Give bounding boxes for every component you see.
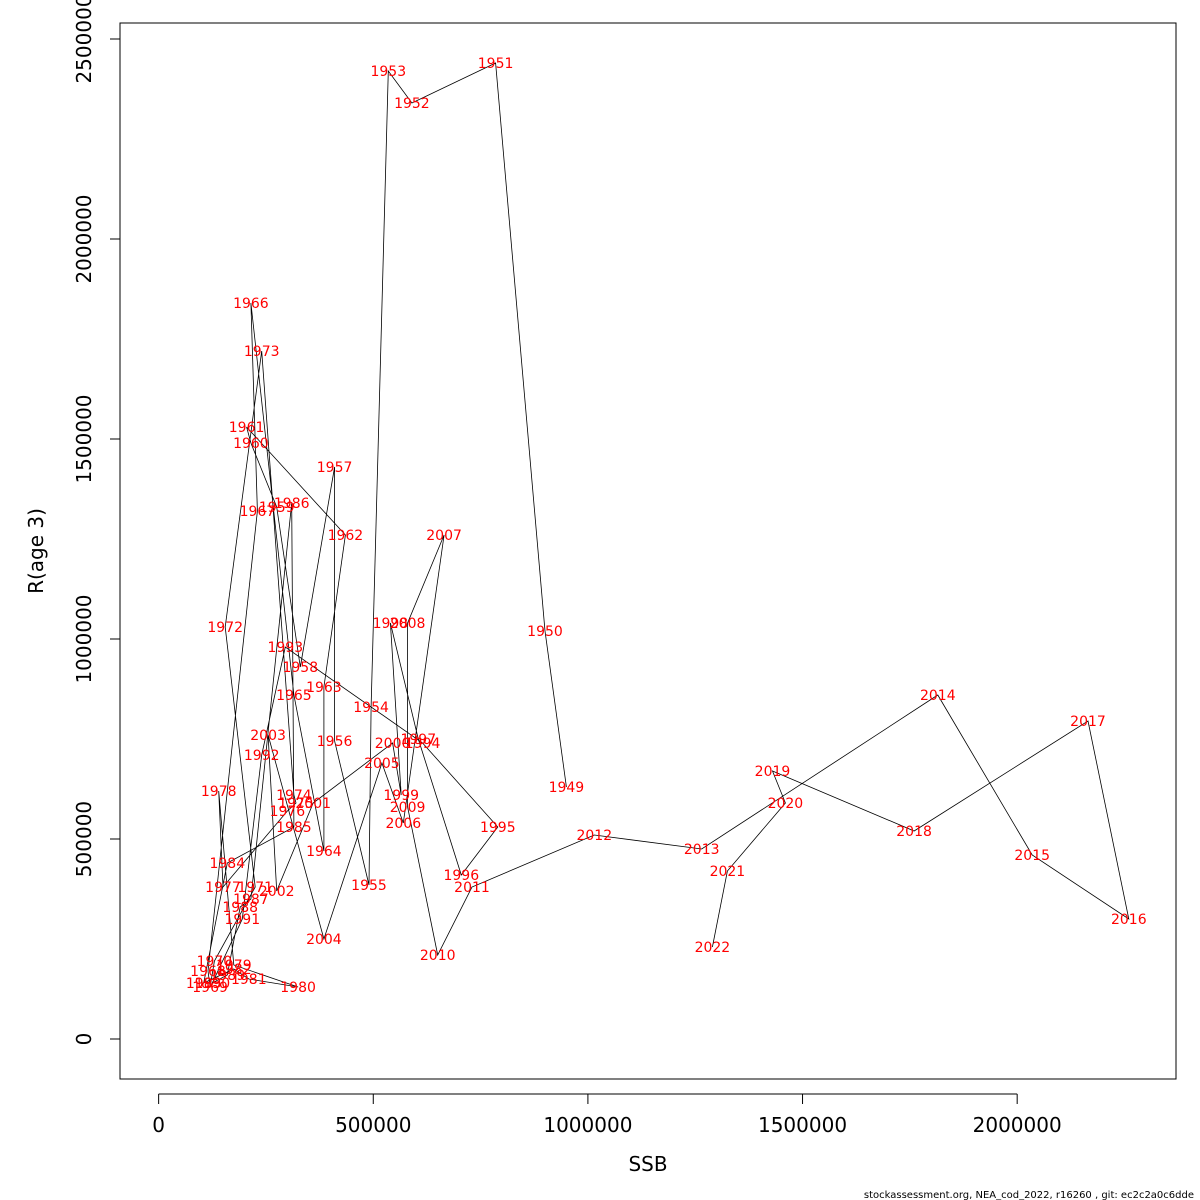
x-tick-label: 2000000 <box>973 1113 1062 1137</box>
year-label-1969: 1969 <box>192 980 228 996</box>
year-label-1962: 1962 <box>328 528 364 544</box>
year-label-2001: 2001 <box>295 796 331 812</box>
year-label-2014: 2014 <box>920 688 956 704</box>
year-label-1950: 1950 <box>527 624 563 640</box>
year-label-1990: 1990 <box>194 976 230 992</box>
year-label-2000: 2000 <box>375 736 411 752</box>
year-label-1996: 1996 <box>443 868 479 884</box>
series-line <box>203 62 1130 988</box>
year-label-1987: 1987 <box>233 892 269 908</box>
year-label-1999: 1999 <box>383 788 419 804</box>
year-label-1975: 1975 <box>278 796 314 812</box>
year-labels: 1949 1950 1951 1952 1953 1954 1955 1956 1957 1958… <box>186 56 1147 996</box>
x-tick-label: 1000000 <box>543 1113 632 1137</box>
year-label-1993: 1993 <box>267 640 303 656</box>
year-label-1953: 1953 <box>370 64 406 80</box>
y-tick-label: 500000 <box>72 801 96 877</box>
year-label-1973: 1973 <box>244 344 280 360</box>
x-axis: 0 500000 1000000 1500000 2000000 <box>152 1093 1062 1137</box>
year-label-1963: 1963 <box>306 680 342 696</box>
y-tick-label: 2500000 <box>72 0 96 84</box>
year-label-1989: 1989 <box>209 968 245 984</box>
y-tick-label: 1500000 <box>72 394 96 483</box>
year-label-2021: 2021 <box>710 864 746 880</box>
year-label-1984: 1984 <box>209 856 245 872</box>
year-label-1972: 1972 <box>207 620 243 636</box>
year-label-2003: 2003 <box>250 728 286 744</box>
ssb-recruitment-path <box>203 62 1130 988</box>
year-label-1992: 1992 <box>244 748 280 764</box>
year-label-2009: 2009 <box>390 800 426 816</box>
year-label-1958: 1958 <box>282 660 318 676</box>
year-label-2007: 2007 <box>426 528 462 544</box>
y-tick-label: 0 <box>72 1033 96 1046</box>
x-tick-label: 500000 <box>335 1113 411 1137</box>
year-label-2018: 2018 <box>896 824 932 840</box>
footer-note: stockassessment.org, NEA_cod_2022, r1626… <box>864 1190 1194 1200</box>
x-tick-label: 0 <box>152 1113 165 1137</box>
year-label-2015: 2015 <box>1014 848 1050 864</box>
year-label-1985: 1985 <box>276 820 312 836</box>
year-label-1961: 1961 <box>229 420 265 436</box>
year-label-2010: 2010 <box>420 948 456 964</box>
x-tick-label: 1500000 <box>758 1113 847 1137</box>
year-label-2019: 2019 <box>755 764 791 780</box>
year-label-1960: 1960 <box>233 436 269 452</box>
year-label-1983: 1983 <box>186 976 222 992</box>
year-label-1970: 1970 <box>197 954 233 970</box>
year-label-1995: 1995 <box>480 820 516 836</box>
year-label-2004: 2004 <box>306 932 342 948</box>
year-label-2017: 2017 <box>1070 714 1106 730</box>
year-label-1991: 1991 <box>224 912 260 928</box>
year-label-1954: 1954 <box>353 700 389 716</box>
year-label-2006: 2006 <box>385 816 421 832</box>
year-label-1957: 1957 <box>317 460 353 476</box>
year-label-1976: 1976 <box>270 804 306 820</box>
year-label-2016: 2016 <box>1111 912 1147 928</box>
y-axis: 0 500000 1000000 1500000 2000000 2500000 <box>72 0 121 1046</box>
y-tick-label: 2000000 <box>72 194 96 283</box>
year-label-1967: 1967 <box>240 504 276 520</box>
year-label-1981: 1981 <box>231 972 267 988</box>
y-axis-title: R(age 3) <box>24 508 48 594</box>
year-label-1982: 1982 <box>216 962 252 978</box>
year-label-1952: 1952 <box>394 96 430 112</box>
year-label-1949: 1949 <box>549 780 585 796</box>
year-label-1998: 1998 <box>373 616 409 632</box>
year-label-1971: 1971 <box>237 880 273 896</box>
year-label-2005: 2005 <box>364 756 400 772</box>
year-label-2022: 2022 <box>695 940 731 956</box>
year-label-1977: 1977 <box>205 880 241 896</box>
year-label-1974: 1974 <box>276 788 312 804</box>
year-label-1994: 1994 <box>405 736 441 752</box>
year-label-2011: 2011 <box>454 880 490 896</box>
year-label-1979: 1979 <box>216 958 252 974</box>
year-label-1956: 1956 <box>317 734 353 750</box>
year-label-1997: 1997 <box>400 732 436 748</box>
year-label-1959: 1959 <box>259 500 295 516</box>
year-label-2002: 2002 <box>259 884 295 900</box>
year-label-2020: 2020 <box>768 796 804 812</box>
year-label-1955: 1955 <box>351 878 387 894</box>
year-label-1965: 1965 <box>276 688 312 704</box>
year-label-1980: 1980 <box>280 980 316 996</box>
y-tick-label: 1000000 <box>72 594 96 683</box>
year-label-1966: 1966 <box>233 296 269 312</box>
year-label-2008: 2008 <box>390 616 426 632</box>
year-label-2012: 2012 <box>576 828 612 844</box>
year-label-1964: 1964 <box>306 844 342 860</box>
year-label-1986: 1986 <box>274 496 310 512</box>
year-label-1968: 1968 <box>190 964 226 980</box>
year-label-1978: 1978 <box>201 784 237 800</box>
year-label-2013: 2013 <box>684 842 720 858</box>
year-label-1951: 1951 <box>478 56 514 72</box>
x-axis-title: SSB <box>628 1152 667 1176</box>
year-label-1988: 1988 <box>222 900 258 916</box>
